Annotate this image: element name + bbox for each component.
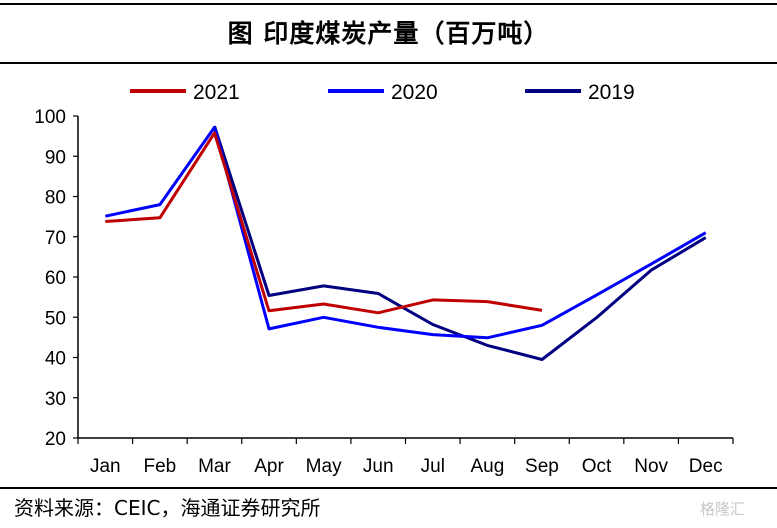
- legend-label-2019: 2019: [588, 81, 635, 104]
- x-tick-label: Jan: [90, 456, 121, 477]
- x-tick-label: Mar: [198, 456, 231, 477]
- x-tick-label: Jul: [421, 456, 445, 477]
- y-tick-label: 90: [45, 147, 66, 168]
- y-tick-label: 70: [45, 228, 66, 249]
- x-tick-label: Feb: [144, 456, 177, 477]
- legend-label-2021: 2021: [193, 81, 240, 104]
- title-rule: [0, 62, 777, 64]
- x-tick-label: Oct: [582, 456, 612, 477]
- chart-title: 图 印度煤炭产量（百万吨）: [227, 19, 550, 48]
- x-tick-label: Nov: [634, 456, 668, 477]
- y-tick-label: 50: [45, 308, 66, 329]
- series-line-2020: [104, 125, 707, 340]
- top-rule: [0, 3, 777, 5]
- y-tick-label: 30: [45, 389, 66, 410]
- watermark-text: 格隆汇: [700, 500, 746, 518]
- y-tick-label: 100: [34, 107, 66, 128]
- x-tick-label: Dec: [689, 456, 723, 477]
- series-line-2021: [105, 131, 543, 315]
- x-tick-label: Apr: [254, 456, 284, 477]
- y-tick-label: 60: [45, 268, 66, 289]
- y-tick-label: 40: [45, 349, 66, 370]
- legend-label-2020: 2020: [391, 81, 438, 104]
- x-tick-label: Sep: [525, 456, 559, 477]
- x-tick-label: Aug: [470, 456, 504, 477]
- source-note: 资料来源：CEIC，海通证券研究所: [14, 496, 321, 520]
- x-tick-label: May: [306, 456, 342, 477]
- y-tick-label: 80: [45, 188, 66, 209]
- x-tick-label: Jun: [363, 456, 394, 477]
- y-tick-label: 20: [45, 429, 66, 450]
- source-rule: [0, 487, 777, 489]
